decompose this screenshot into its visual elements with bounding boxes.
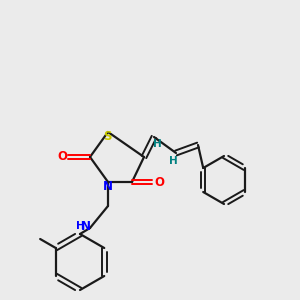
- Text: N: N: [81, 220, 91, 232]
- Text: O: O: [57, 151, 67, 164]
- Text: H: H: [153, 139, 161, 149]
- Text: H: H: [76, 221, 84, 231]
- Text: O: O: [154, 176, 164, 188]
- Text: S: S: [103, 130, 111, 142]
- Text: H: H: [169, 156, 177, 166]
- Text: N: N: [103, 179, 113, 193]
